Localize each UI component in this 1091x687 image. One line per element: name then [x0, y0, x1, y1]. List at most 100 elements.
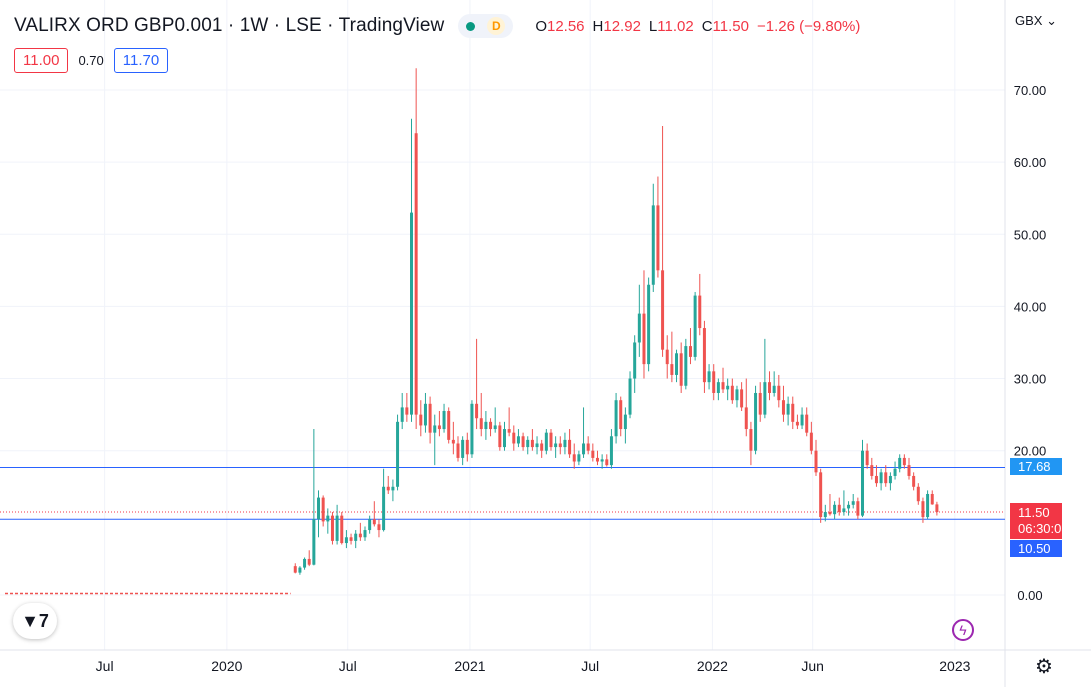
candle-body: [916, 486, 920, 502]
candle-body: [303, 558, 307, 568]
lightning-icon[interactable]: ϟ: [952, 619, 974, 641]
candle-body: [312, 519, 316, 565]
bid-price-box[interactable]: 11.00: [14, 48, 69, 73]
candle: [684, 338, 688, 390]
candle: [498, 421, 502, 451]
candle: [749, 421, 753, 466]
candle: [856, 497, 860, 520]
candle-body: [498, 425, 502, 448]
candle: [707, 364, 711, 390]
candle-body: [693, 295, 697, 357]
candle: [493, 407, 497, 433]
tradingview-logo-icon[interactable]: ▼7: [13, 603, 57, 639]
status-pills[interactable]: D: [458, 14, 514, 38]
candle-body: [507, 429, 511, 433]
candle-body: [433, 425, 437, 433]
candle: [484, 411, 488, 440]
candle: [423, 392, 427, 433]
candle: [935, 501, 939, 516]
candle-body: [837, 504, 841, 513]
candle: [396, 414, 400, 491]
candle-body: [870, 465, 874, 476]
candle-body: [633, 342, 637, 379]
y-tick-label: 40.00: [1014, 299, 1047, 314]
candle-body: [758, 392, 762, 415]
candle: [558, 436, 562, 455]
candle-body: [661, 270, 665, 350]
ask-price-box[interactable]: 11.70: [113, 48, 169, 73]
candle-body: [730, 385, 734, 401]
candle-body: [423, 403, 427, 426]
candle: [512, 425, 516, 451]
candle: [349, 533, 353, 545]
candle: [479, 392, 483, 437]
candle-body: [809, 432, 813, 451]
candle: [428, 396, 432, 444]
candle-body: [609, 436, 613, 466]
candle: [772, 371, 776, 397]
candle-body: [656, 205, 660, 271]
y-tick-label: 70.00: [1014, 83, 1047, 98]
candle-body: [530, 439, 534, 448]
candle: [321, 495, 325, 527]
candle-body: [823, 512, 827, 518]
candle-body: [902, 457, 906, 466]
candle: [693, 291, 697, 361]
candle: [293, 563, 297, 574]
candle: [619, 396, 623, 437]
candle-body: [735, 389, 739, 401]
candle: [698, 273, 702, 336]
indicator-inputs: 11.00 0.70 11.70: [14, 48, 169, 73]
candle: [828, 493, 832, 516]
candle: [386, 475, 390, 494]
gear-icon[interactable]: ⚙: [1035, 656, 1053, 678]
candle-body: [293, 566, 297, 573]
candle: [307, 550, 311, 567]
candle: [781, 385, 785, 422]
horizontal-levels: [0, 466, 1005, 595]
candle: [312, 429, 316, 566]
candle: [489, 418, 493, 437]
candle-body: [442, 411, 446, 430]
candle: [795, 414, 799, 430]
candle: [405, 392, 409, 422]
candle: [777, 374, 781, 408]
candle-body: [521, 436, 525, 448]
candle: [721, 367, 725, 393]
candle-body: [698, 295, 702, 329]
candle: [516, 429, 520, 448]
candle: [754, 385, 758, 455]
candle-body: [516, 436, 520, 444]
y-tick-label: 50.00: [1014, 227, 1047, 242]
candle-body: [795, 421, 799, 426]
candle: [447, 407, 451, 444]
candle: [470, 400, 474, 458]
last-price-value: 11.50: [1018, 505, 1050, 521]
ohlc-key: O: [535, 17, 547, 35]
candle-body: [642, 313, 646, 365]
candle: [842, 490, 846, 516]
candle-body: [926, 493, 930, 518]
ohlc-value: 12.92: [603, 17, 641, 35]
candle-body: [847, 504, 851, 509]
candlestick-series: [293, 68, 939, 575]
candle: [809, 421, 813, 455]
candle-body: [502, 429, 506, 448]
candle-body: [465, 439, 469, 455]
candle-body: [447, 411, 451, 440]
currency-selector[interactable]: GBX ⌄: [1015, 13, 1057, 29]
ohlc-item: C11.50: [702, 18, 749, 35]
candle: [861, 439, 865, 518]
candle: [544, 429, 548, 455]
candle-body: [619, 400, 623, 430]
candle-body: [884, 472, 888, 484]
candle: [456, 436, 460, 462]
candle-body: [684, 346, 688, 386]
candle: [419, 400, 423, 437]
candle: [847, 501, 851, 516]
x-tick-label: 2022: [697, 658, 728, 674]
symbol-title[interactable]: VALIRX ORD GBP0.001 · 1W · LSE · Trading…: [14, 15, 445, 36]
candle: [661, 126, 665, 357]
